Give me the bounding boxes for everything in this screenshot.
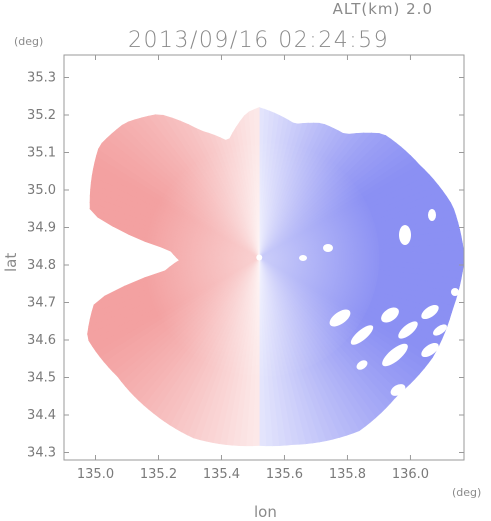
x-tick-label: 135.8 bbox=[329, 467, 366, 482]
x-tick-label: 135.6 bbox=[266, 467, 303, 482]
no-echo-patch bbox=[329, 309, 351, 327]
y-tick-label: 34.3 bbox=[27, 446, 56, 461]
x-axis-unit: (deg) bbox=[452, 486, 482, 499]
no-echo-patch bbox=[382, 343, 408, 367]
y-tick-label: 35.0 bbox=[27, 183, 56, 198]
y-tick-label: 34.8 bbox=[27, 258, 56, 273]
x-tick-label: 135.4 bbox=[203, 467, 240, 482]
x-tick-label: 136.0 bbox=[392, 467, 429, 482]
x-axis-label: lon bbox=[254, 503, 277, 521]
altitude-label: ALT(km) 2.0 bbox=[332, 0, 433, 18]
no-echo-patch bbox=[356, 360, 368, 370]
no-echo-patch bbox=[421, 304, 439, 320]
y-tick-label: 34.4 bbox=[27, 408, 56, 423]
y-axis-ticks: 34.3 34.4 34.5 34.6 34.7 34.8 34.9 35.0 35.1 35.2… bbox=[27, 71, 464, 461]
y-tick-label: 34.9 bbox=[27, 221, 56, 236]
y-axis-unit: (deg) bbox=[14, 35, 44, 48]
no-echo-patch bbox=[421, 342, 439, 358]
radar-echo-field bbox=[87, 107, 464, 447]
plot-frame bbox=[63, 54, 465, 461]
no-echo-patch bbox=[299, 255, 307, 261]
y-tick-label: 35.3 bbox=[27, 71, 56, 86]
no-echo-patch bbox=[433, 324, 447, 336]
no-echo-patch bbox=[428, 209, 436, 221]
no-echo-patches bbox=[256, 209, 459, 396]
no-echo-patch bbox=[323, 244, 333, 252]
y-tick-label: 35.2 bbox=[27, 108, 56, 123]
no-echo-patch bbox=[399, 225, 411, 245]
x-axis-ticks: 135.0 135.2 135.4 135.6 135.8 136.0 bbox=[77, 55, 429, 482]
no-echo-patch bbox=[398, 321, 418, 339]
y-tick-label: 35.1 bbox=[27, 146, 56, 161]
no-echo-patch bbox=[350, 325, 374, 345]
x-tick-label: 135.2 bbox=[140, 467, 177, 482]
no-echo-patch bbox=[381, 307, 399, 323]
y-tick-label: 34.5 bbox=[27, 371, 56, 386]
no-echo-patch bbox=[451, 288, 459, 296]
datetime-title: 2013/09/16 02:24:59 bbox=[128, 28, 390, 53]
y-tick-label: 34.6 bbox=[27, 333, 56, 348]
no-echo-patch bbox=[390, 384, 406, 396]
y-tick-label: 34.7 bbox=[27, 296, 56, 311]
x-tick-label: 135.0 bbox=[77, 467, 114, 482]
radar-site-marker bbox=[256, 254, 263, 261]
